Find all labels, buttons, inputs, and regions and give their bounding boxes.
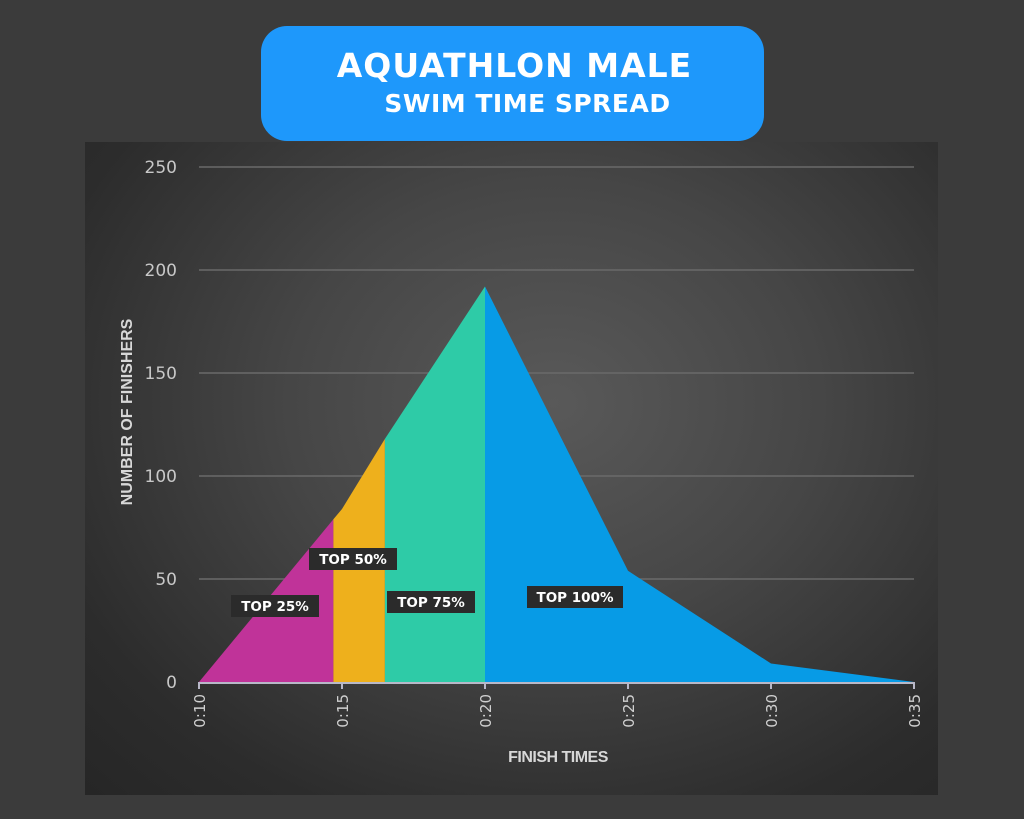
- y-tick-label: 50: [155, 570, 177, 590]
- y-axis-title: NUMBER OF FINISHERS: [119, 318, 136, 505]
- y-axis-ticks: 0 50 100 150 200 250: [145, 158, 177, 693]
- area-chart: 0 50 100 150 200 250 0:10 0:15 0:20 0:25 0:30 0:35…: [119, 158, 924, 766]
- chart-subtitle: SWIM TIME SPREAD: [384, 88, 671, 118]
- x-tick-label: 0:30: [763, 694, 781, 728]
- y-tick-label: 200: [145, 261, 177, 281]
- segment-label-3: TOP 75%: [387, 591, 475, 613]
- svg-text:TOP 50%: TOP 50%: [319, 552, 387, 568]
- segment-label-2: TOP 50%: [309, 548, 397, 570]
- x-tick-label: 0:15: [334, 694, 352, 728]
- y-tick-label: 150: [145, 364, 177, 384]
- area-top-100: [485, 286, 914, 682]
- y-tick-label: 0: [166, 673, 177, 693]
- x-axis-title: FINISH TIMES: [508, 749, 609, 766]
- x-tick-label: 0:25: [620, 694, 638, 728]
- x-tick-label: 0:10: [191, 694, 209, 728]
- area-top-75: [384, 286, 485, 682]
- svg-text:TOP 25%: TOP 25%: [241, 599, 309, 615]
- chart-title-banner: AQUATHLON MALE SWIM TIME SPREAD: [261, 26, 764, 141]
- segment-label-1: TOP 25%: [231, 595, 319, 617]
- chart-title: AQUATHLON MALE: [336, 45, 693, 85]
- y-tick-label: 100: [145, 467, 177, 487]
- y-tick-label: 250: [145, 158, 177, 178]
- svg-text:TOP 75%: TOP 75%: [397, 595, 465, 611]
- segment-label-4: TOP 100%: [527, 586, 623, 608]
- x-axis: 0:10 0:15 0:20 0:25 0:30 0:35: [191, 682, 924, 728]
- area-segments: [199, 286, 914, 682]
- gridlines: [199, 166, 914, 580]
- x-tick-label: 0:35: [906, 694, 924, 728]
- x-tick-label: 0:20: [477, 694, 495, 728]
- svg-text:TOP 100%: TOP 100%: [537, 590, 614, 606]
- segment-labels: TOP 25% TOP 50% TOP 75% TOP 100%: [231, 548, 623, 617]
- chart-panel: 0 50 100 150 200 250 0:10 0:15 0:20 0:25 0:30 0:35…: [85, 142, 938, 795]
